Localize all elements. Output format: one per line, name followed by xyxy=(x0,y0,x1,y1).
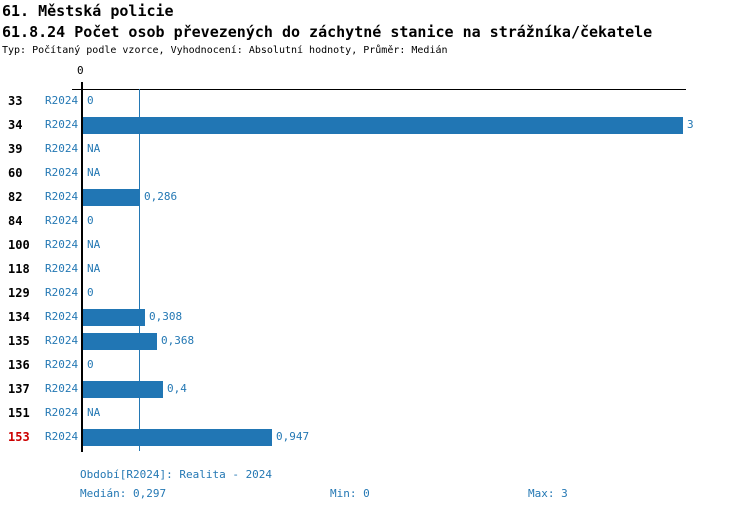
indicator-title: 61.8.24 Počet osob převezených do záchyt… xyxy=(2,23,653,41)
x-axis-tick-zero: 0 xyxy=(77,64,84,77)
row-period-label: R2024 xyxy=(45,430,79,443)
row-period-label: R2024 xyxy=(45,310,79,323)
row-category-label: 153 xyxy=(8,430,30,444)
chart-row-84: 84 R2024 0 xyxy=(0,209,750,233)
row-category-label: 34 xyxy=(8,118,23,132)
chart-row-134: 134 R2024 0,308 xyxy=(0,305,750,329)
value-label: NA xyxy=(87,238,101,251)
median-line xyxy=(139,89,140,451)
value-label: 0,947 xyxy=(276,430,310,443)
row-period-label: R2024 xyxy=(45,262,79,275)
chart-row-118: 118 R2024 NA xyxy=(0,257,750,281)
row-period-label: R2024 xyxy=(45,166,79,179)
row-category-label: 82 xyxy=(8,190,23,204)
row-category-label: 136 xyxy=(8,358,30,372)
chart-row-34: 34 R2024 3 xyxy=(0,113,750,137)
median-stat: Medián: 0,297 xyxy=(80,487,167,500)
row-period-label: R2024 xyxy=(45,406,79,419)
row-category-label: 39 xyxy=(8,142,23,156)
chart-row-60: 60 R2024 NA xyxy=(0,161,750,185)
min-stat: Min: 0 xyxy=(330,487,370,500)
row-category-label: 137 xyxy=(8,382,30,396)
value-label: 0,286 xyxy=(144,190,178,203)
row-category-label: 134 xyxy=(8,310,30,324)
row-category-label: 60 xyxy=(8,166,23,180)
page-title: 61. Městská policie xyxy=(2,2,174,20)
value-label: 0,4 xyxy=(167,382,187,395)
chart-row-135: 135 R2024 0,368 xyxy=(0,329,750,353)
chart-row-137: 137 R2024 0,4 xyxy=(0,377,750,401)
value-bar xyxy=(83,309,145,326)
chart-row-33: 33 R2024 0 xyxy=(0,89,750,113)
value-label: NA xyxy=(87,142,101,155)
value-label: NA xyxy=(87,262,101,275)
value-label: NA xyxy=(87,166,101,179)
row-category-label: 33 xyxy=(8,94,23,108)
chart-row-100: 100 R2024 NA xyxy=(0,233,750,257)
row-period-label: R2024 xyxy=(45,286,79,299)
row-category-label: 118 xyxy=(8,262,30,276)
value-bar xyxy=(83,333,157,350)
row-category-label: 151 xyxy=(8,406,30,420)
value-label: 0 xyxy=(87,358,94,371)
value-label: NA xyxy=(87,406,101,419)
chart-row-151: 151 R2024 NA xyxy=(0,401,750,425)
value-label: 0 xyxy=(87,214,94,227)
max-stat: Max: 3 xyxy=(528,487,568,500)
value-bar xyxy=(83,429,272,446)
y-axis-line xyxy=(81,82,83,452)
row-period-label: R2024 xyxy=(45,118,79,131)
row-category-label: 135 xyxy=(8,334,30,348)
value-bar xyxy=(83,189,140,206)
value-label: 0,368 xyxy=(161,334,195,347)
value-label: 0,308 xyxy=(149,310,183,323)
row-period-label: R2024 xyxy=(45,142,79,155)
indicator-meta: Typ: Počítaný podle vzorce, Vyhodnocení:… xyxy=(2,45,448,56)
chart-row-153: 153 R2024 0,947 xyxy=(0,425,750,449)
period-legend: Období[R2024]: Realita - 2024 xyxy=(80,468,273,481)
row-category-label: 129 xyxy=(8,286,30,300)
row-period-label: R2024 xyxy=(45,382,79,395)
row-period-label: R2024 xyxy=(45,238,79,251)
value-label: 0 xyxy=(87,286,94,299)
chart-row-136: 136 R2024 0 xyxy=(0,353,750,377)
value-label: 3 xyxy=(687,118,694,131)
row-period-label: R2024 xyxy=(45,214,79,227)
chart-row-39: 39 R2024 NA xyxy=(0,137,750,161)
value-bar xyxy=(83,381,163,398)
row-period-label: R2024 xyxy=(45,190,79,203)
row-period-label: R2024 xyxy=(45,358,79,371)
row-category-label: 100 xyxy=(8,238,30,252)
chart-row-129: 129 R2024 0 xyxy=(0,281,750,305)
row-period-label: R2024 xyxy=(45,94,79,107)
value-bar xyxy=(83,117,683,134)
x-axis-line xyxy=(72,89,686,90)
row-category-label: 84 xyxy=(8,214,23,228)
row-period-label: R2024 xyxy=(45,334,79,347)
chart-row-82: 82 R2024 0,286 xyxy=(0,185,750,209)
value-label: 0 xyxy=(87,94,94,107)
